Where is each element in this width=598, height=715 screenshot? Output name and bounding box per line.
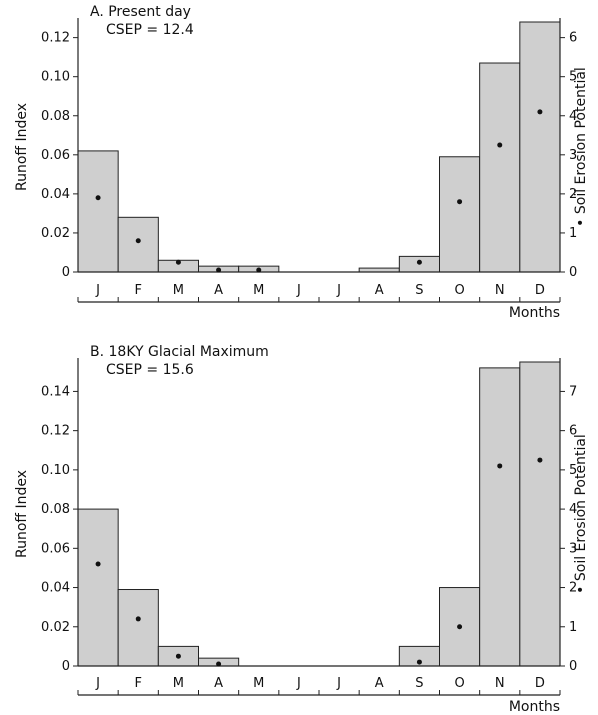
panel-b-month-label-3: A — [214, 676, 223, 691]
panel-a-erosion-point-0 — [95, 195, 101, 201]
panel-b-month-label-1: F — [135, 676, 142, 691]
panel-b-erosion-point-2 — [175, 653, 181, 659]
panel-b-y2tick-label-7: 7 — [569, 384, 577, 399]
panel-a-month-label-8: S — [415, 283, 423, 298]
panel-a-y2tick-label-5: 5 — [569, 70, 577, 85]
panel-a-erosion-point-11 — [537, 109, 543, 115]
panel-a-bar-0 — [77, 150, 119, 273]
panel-b-ytick-label-4: 0.08 — [41, 502, 70, 517]
panel-b-erosion-point-10 — [497, 463, 503, 469]
panel-b-bar-10 — [479, 367, 521, 667]
panel-a-ytick-label-4: 0.08 — [41, 109, 70, 124]
panel-a-month-label-2: M — [173, 283, 184, 298]
panel-a-bar-9 — [439, 156, 481, 273]
panel-a-month-label-0: J — [95, 283, 100, 298]
panel-a-subtitle: CSEP = 12.4 — [106, 22, 194, 38]
panel-b-erosion-point-11 — [537, 457, 543, 463]
panel-b-month-label-9: O — [454, 676, 464, 691]
panel-a-ytick-label-2: 0.04 — [41, 187, 70, 202]
panel-a-erosion-point-8 — [416, 259, 422, 265]
panel-b-month-label-0: J — [95, 676, 100, 691]
panel-a-ytick-label-0: 0 — [62, 265, 70, 280]
panel-b-ytick-label-3: 0.06 — [41, 541, 70, 556]
panel-a-bar-1 — [117, 216, 159, 273]
panel-a-month-label-10: N — [495, 283, 505, 298]
panel-b-bar-1 — [117, 589, 159, 667]
panel-b-ytick-label-0: 0 — [62, 659, 70, 674]
panel-a-y2tick-label-0: 0 — [569, 265, 577, 280]
panel-a-xlabel: Months — [509, 305, 560, 321]
panel-a-y2tick-label-3: 3 — [569, 148, 577, 163]
panel-a-erosion-point-3 — [216, 267, 222, 273]
panel-b-month-label-6: J — [336, 676, 341, 691]
panel-a-month-label-5: J — [296, 283, 301, 298]
panel-a-month-label-3: A — [214, 283, 223, 298]
panel-a-title: A. Present day — [90, 4, 191, 20]
panel-b-y2tick-label-0: 0 — [569, 659, 577, 674]
panel-a-month-label-1: F — [135, 283, 142, 298]
panel-a-month-label-9: O — [454, 283, 464, 298]
panel-b-month-label-11: D — [535, 676, 545, 691]
panel-a-erosion-point-4 — [256, 267, 262, 273]
panel-a-ylabel: Runoff Index — [14, 103, 30, 191]
panel-a-y2label: • Soil Erosion Potential — [573, 67, 589, 227]
panel-b-ytick-label-6: 0.12 — [41, 424, 70, 439]
panel-b-erosion-point-0 — [95, 561, 101, 567]
panel-b-y2tick-label-4: 4 — [569, 502, 577, 517]
panel-b-y2tick-label-6: 6 — [569, 424, 577, 439]
panel-b-y2tick-label-1: 1 — [569, 620, 577, 635]
panel-a-ytick-label-1: 0.02 — [41, 226, 70, 241]
panel-a-erosion-point-10 — [497, 142, 503, 148]
panel-b-bar-11 — [519, 361, 561, 667]
panel-a-month-label-11: D — [535, 283, 545, 298]
panel-b-y2tick-label-2: 2 — [569, 581, 577, 596]
panel-a-erosion-point-9 — [457, 199, 463, 205]
panel-a-y2tick-label-6: 6 — [569, 31, 577, 46]
panel-a-month-label-7: A — [375, 283, 384, 298]
panel-b-title: B. 18KY Glacial Maximum — [90, 344, 269, 360]
panel-b-erosion-point-8 — [416, 659, 422, 665]
panel-b-month-label-10: N — [495, 676, 505, 691]
panel-b-y2label: • Soil Erosion Potential — [573, 434, 589, 594]
panel-b-month-label-2: M — [173, 676, 184, 691]
panel-b-ylabel: Runoff Index — [14, 470, 30, 558]
panel-a-month-label-6: J — [336, 283, 341, 298]
panel-b-subtitle: CSEP = 15.6 — [106, 362, 194, 378]
panel-b-month-label-5: J — [296, 676, 301, 691]
panel-b-ytick-label-1: 0.02 — [41, 620, 70, 635]
panel-a-ytick-label-5: 0.10 — [41, 70, 70, 85]
panel-b-y2tick-label-3: 3 — [569, 541, 577, 556]
panel-a-erosion-point-2 — [175, 259, 181, 265]
panel-b-xlabel: Months — [509, 699, 560, 715]
panel-b-ytick-label-5: 0.10 — [41, 463, 70, 478]
panel-b-month-label-7: A — [375, 676, 384, 691]
panel-b-month-label-8: S — [415, 676, 423, 691]
panel-b-ytick-label-2: 0.04 — [41, 581, 70, 596]
panel-a-bar-10 — [479, 62, 521, 273]
panel-a-month-label-4: M — [253, 283, 264, 298]
panel-a-bar-11 — [519, 21, 561, 273]
panel-b-ytick-label-7: 0.14 — [41, 384, 70, 399]
panel-b-y2tick-label-5: 5 — [569, 463, 577, 478]
panel-a-ytick-label-6: 0.12 — [41, 31, 70, 46]
panel-a-y2tick-label-2: 2 — [569, 187, 577, 202]
panel-a-ytick-label-3: 0.06 — [41, 148, 70, 163]
panel-b-erosion-point-9 — [457, 624, 463, 630]
panel-a-y2tick-label-4: 4 — [569, 109, 577, 124]
panel-a-erosion-point-1 — [135, 238, 141, 244]
panel-b-erosion-point-1 — [135, 616, 141, 622]
panel-b-erosion-point-3 — [216, 661, 222, 667]
panel-b-bar-0 — [77, 508, 119, 667]
panel-b-month-label-4: M — [253, 676, 264, 691]
panel-a-y2tick-label-1: 1 — [569, 226, 577, 241]
